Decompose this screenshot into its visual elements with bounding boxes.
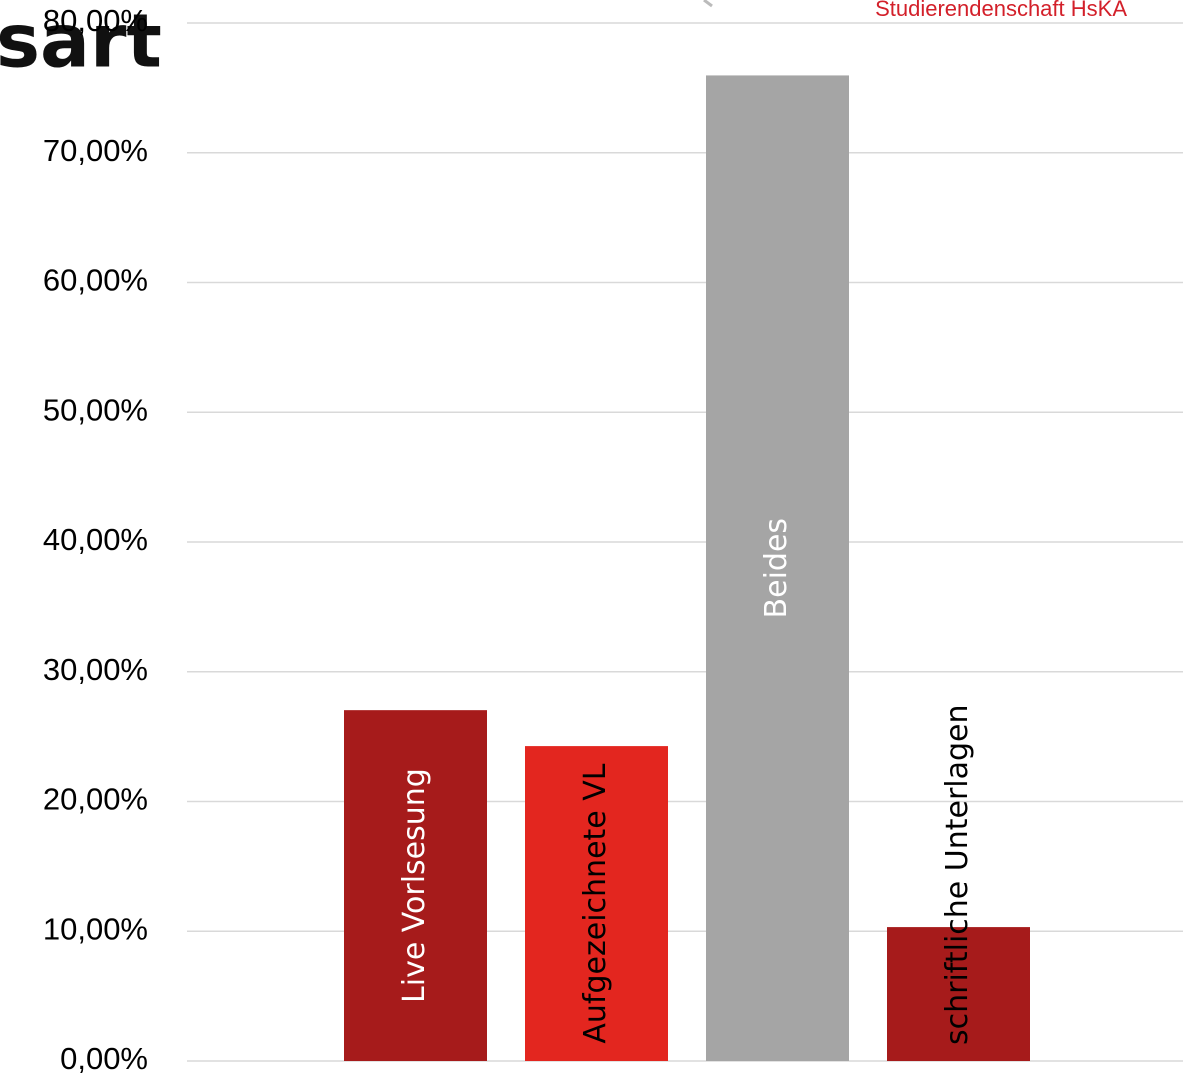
category-label: schriftliche Unterlagen xyxy=(940,704,975,1045)
y-tick-label: 30,00% xyxy=(43,652,148,687)
chart-subtitle: Studierendenschaft HsKA xyxy=(875,0,1127,21)
y-tick-label: 70,00% xyxy=(43,133,148,168)
category-label: Beides xyxy=(759,518,794,619)
category-label: Aufgezeichnete VL xyxy=(578,763,613,1043)
y-tick-label: 20,00% xyxy=(43,782,148,817)
category-label: Live Vorlsesung xyxy=(397,768,432,1003)
bar xyxy=(525,746,668,1061)
arrow-fragment xyxy=(703,0,713,8)
chart-title: sart xyxy=(0,0,162,85)
bar xyxy=(706,75,849,1061)
y-tick-label: 10,00% xyxy=(43,911,148,946)
y-tick-label: 60,00% xyxy=(43,263,148,298)
bar xyxy=(344,710,487,1061)
y-tick-label: 0,00% xyxy=(60,1041,148,1076)
y-tick-label: 50,00% xyxy=(43,392,148,427)
y-tick-label: 40,00% xyxy=(43,522,148,557)
y-tick-label: 80,00% xyxy=(43,3,148,38)
bar xyxy=(887,927,1030,1061)
